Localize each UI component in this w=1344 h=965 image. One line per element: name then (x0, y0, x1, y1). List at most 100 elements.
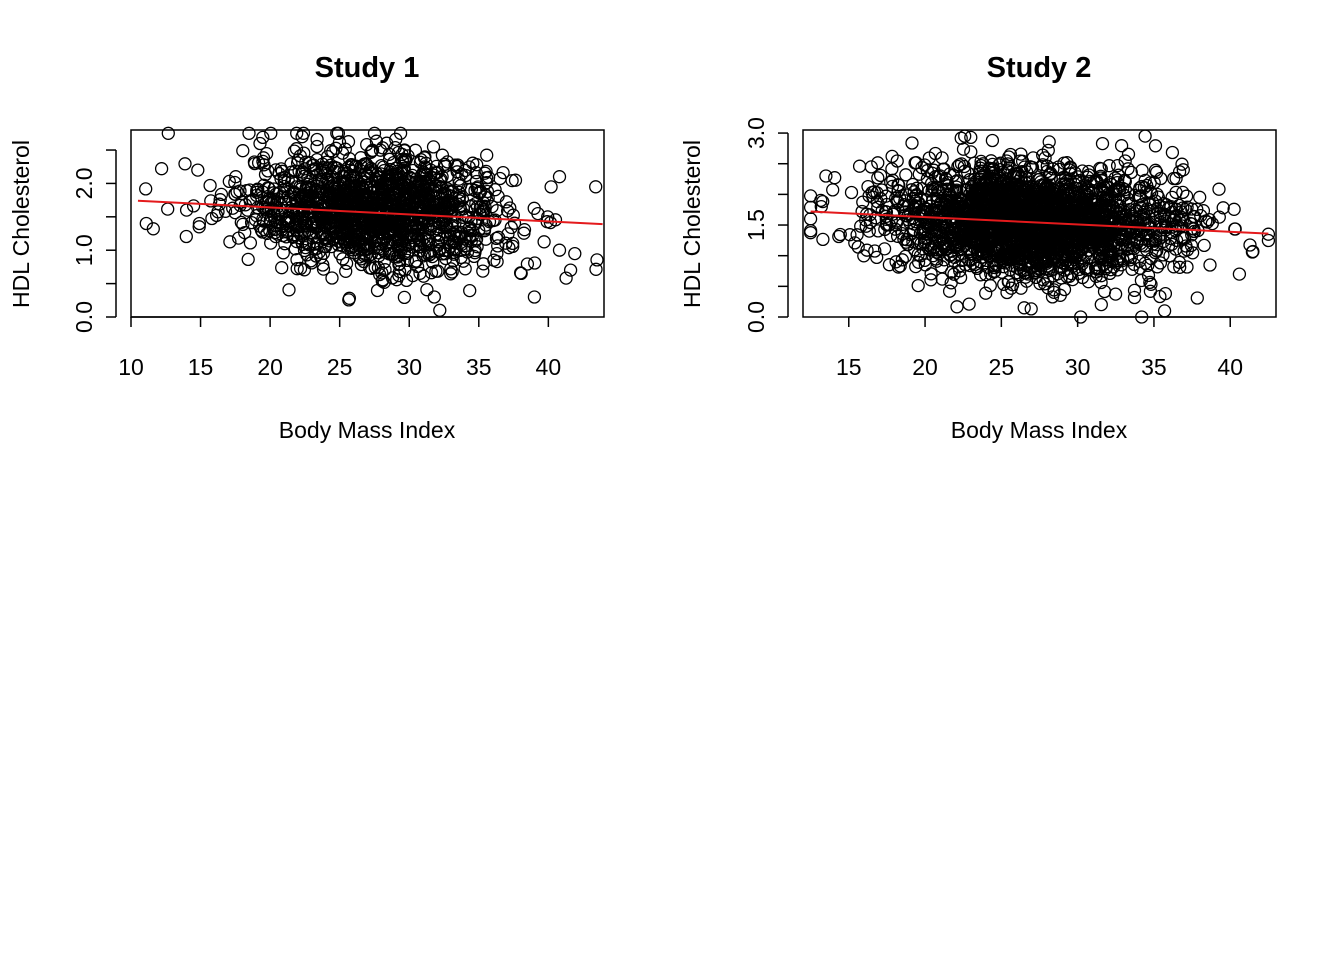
data-point (455, 167, 469, 181)
x-tick-label: 35 (1141, 354, 1167, 380)
data-point (273, 185, 287, 200)
y-tick-label: 0.0 (71, 301, 97, 333)
data-point (161, 202, 175, 216)
y-tick-label: 0.0 (743, 301, 769, 333)
data-point (479, 232, 493, 246)
data-point (1094, 297, 1108, 312)
data-point (1001, 228, 1015, 243)
data-point (342, 291, 357, 305)
data-point (1114, 258, 1128, 272)
data-point (364, 145, 378, 159)
data-point (432, 234, 446, 249)
data-point (906, 177, 920, 192)
data-point (304, 254, 318, 268)
data-point (959, 196, 973, 210)
data-point (979, 286, 993, 300)
data-point (979, 253, 994, 268)
data-point (236, 217, 250, 232)
data-point (361, 160, 375, 174)
data-point (1003, 196, 1017, 210)
data-point (463, 283, 477, 298)
data-point (954, 225, 968, 240)
x-tick-label: 40 (536, 354, 562, 380)
data-point (890, 154, 904, 168)
data-point (1005, 188, 1019, 203)
data-point (1156, 234, 1171, 249)
data-point (911, 196, 925, 210)
data-point (322, 234, 336, 248)
data-point (1143, 275, 1157, 290)
data-point (559, 271, 573, 285)
data-point (223, 235, 237, 249)
x-tick-label: 35 (466, 354, 492, 380)
data-point (955, 253, 969, 268)
data-point (985, 133, 1000, 148)
data-point (1075, 257, 1089, 271)
data-point (331, 196, 346, 210)
data-point (568, 246, 582, 261)
data-point (440, 155, 455, 169)
data-point (1134, 209, 1148, 223)
data-point (1000, 154, 1014, 168)
data-point (1190, 291, 1204, 305)
data-point (951, 159, 965, 174)
data-point (481, 191, 495, 205)
data-point (1097, 252, 1112, 267)
data-point (1017, 301, 1031, 315)
data-point (1108, 204, 1123, 218)
data-point (238, 225, 252, 240)
data-point (418, 226, 432, 241)
data-point (490, 203, 504, 218)
data-point (506, 208, 520, 222)
data-point (1051, 160, 1066, 174)
data-point (1153, 289, 1167, 304)
data-point (828, 171, 842, 185)
data-point (850, 228, 864, 242)
chart-title: Study 1 (315, 52, 420, 84)
data-point (349, 229, 364, 244)
data-point (1114, 139, 1129, 153)
data-point (325, 271, 339, 285)
data-point (347, 171, 361, 185)
data-point (941, 188, 955, 202)
data-point (241, 203, 255, 217)
data-point (908, 199, 922, 213)
data-point (326, 215, 340, 229)
data-point (928, 182, 942, 197)
data-point (589, 262, 603, 276)
data-point (964, 145, 978, 159)
data-point (1112, 206, 1126, 220)
data-point (367, 126, 382, 140)
data-point (1055, 250, 1070, 264)
data-point (1177, 231, 1192, 246)
data-point (888, 204, 902, 218)
data-point (871, 200, 885, 214)
data-point (1138, 256, 1152, 270)
data-point (364, 219, 379, 234)
data-point (251, 182, 265, 196)
data-point (1001, 237, 1015, 252)
data-point (309, 185, 323, 199)
x-axis-label: Body Mass Index (279, 417, 456, 443)
data-point (979, 204, 993, 218)
data-point (339, 183, 353, 197)
data-point (179, 229, 193, 244)
data-point (1138, 173, 1152, 188)
data-point (1153, 206, 1168, 220)
x-tick-label: 20 (912, 354, 938, 380)
data-point (306, 229, 321, 243)
data-point (326, 145, 340, 159)
data-point (463, 199, 477, 214)
data-point (986, 161, 1000, 176)
data-point (1186, 209, 1201, 224)
data-point (1121, 147, 1136, 161)
data-point (297, 243, 312, 258)
data-point (308, 162, 322, 176)
x-tick-label: 30 (396, 354, 422, 380)
data-point (289, 142, 304, 156)
data-point (444, 262, 458, 276)
data-point (1184, 238, 1199, 253)
data-point (1063, 205, 1077, 219)
data-point (1030, 257, 1045, 271)
data-point (1138, 129, 1152, 143)
